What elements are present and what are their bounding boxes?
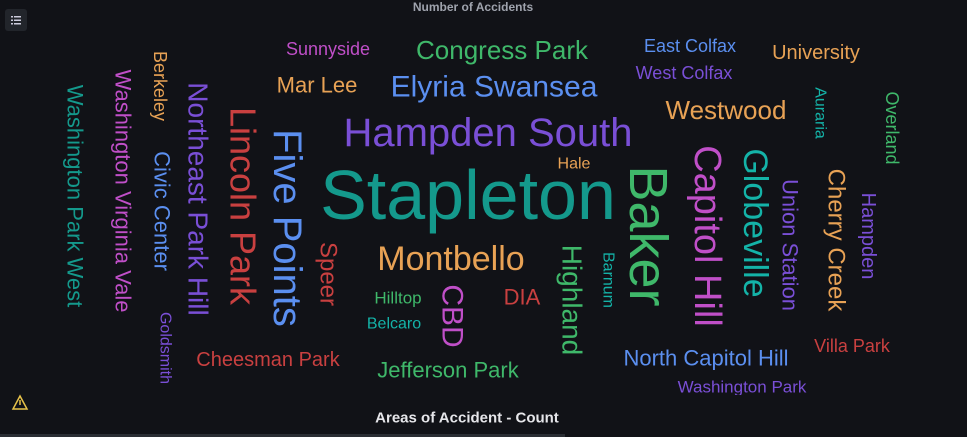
word: Sunnyside (286, 39, 370, 59)
legend-label: Areas of Accident - Count (375, 410, 559, 427)
word: East Colfax (644, 36, 736, 56)
panel-title: Number of Accidents (413, 0, 534, 14)
word: Mar Lee (277, 73, 358, 98)
word: Globeville (736, 148, 774, 297)
word: Auraria (812, 87, 829, 139)
word: Barnum (600, 252, 617, 308)
warning-icon[interactable] (11, 394, 29, 410)
word: Hilltop (374, 289, 421, 308)
word-cloud: Sunnyside Congress Park East Colfax Univers… (63, 35, 903, 397)
scrollbar[interactable] (0, 434, 565, 437)
word: Highland (557, 245, 588, 356)
word: Northeast Park Hill (183, 82, 214, 315)
word: Montbello (377, 240, 524, 278)
word: North Capitol Hill (623, 346, 788, 371)
word: Union Station (778, 179, 803, 311)
word: Villa Park (814, 336, 891, 356)
word: Congress Park (416, 35, 589, 65)
word: Belcaro (367, 316, 421, 333)
word: Overland (882, 91, 902, 164)
menu-button[interactable] (5, 9, 27, 31)
word: Cheesman Park (196, 349, 340, 371)
word: Elyria Swansea (391, 71, 598, 104)
word: Lincoln Park (223, 107, 264, 306)
word: Jefferson Park (377, 358, 519, 383)
word: Berkeley (150, 51, 170, 121)
word: Washington Park West (63, 85, 88, 308)
word: Goldsmith (157, 312, 174, 384)
word: Hale (558, 156, 591, 173)
word: University (772, 42, 860, 64)
word: Cherry Creek (823, 169, 850, 313)
word: Baker (618, 165, 678, 306)
word: Washington Virginia Vale (111, 70, 136, 313)
word: West Colfax (636, 63, 733, 83)
word: Civic Center (150, 151, 175, 271)
word: Hampden South (343, 111, 632, 155)
word: Capitol Hill (686, 145, 728, 327)
word: Westwood (666, 95, 787, 125)
word: DIA (504, 285, 541, 310)
word: Washington Park (678, 378, 807, 397)
word: Speer (315, 242, 342, 306)
word: Hampden (857, 193, 879, 280)
word: Stapleton (320, 156, 616, 234)
word: CBD (436, 284, 469, 347)
word: Five Points (265, 129, 309, 327)
